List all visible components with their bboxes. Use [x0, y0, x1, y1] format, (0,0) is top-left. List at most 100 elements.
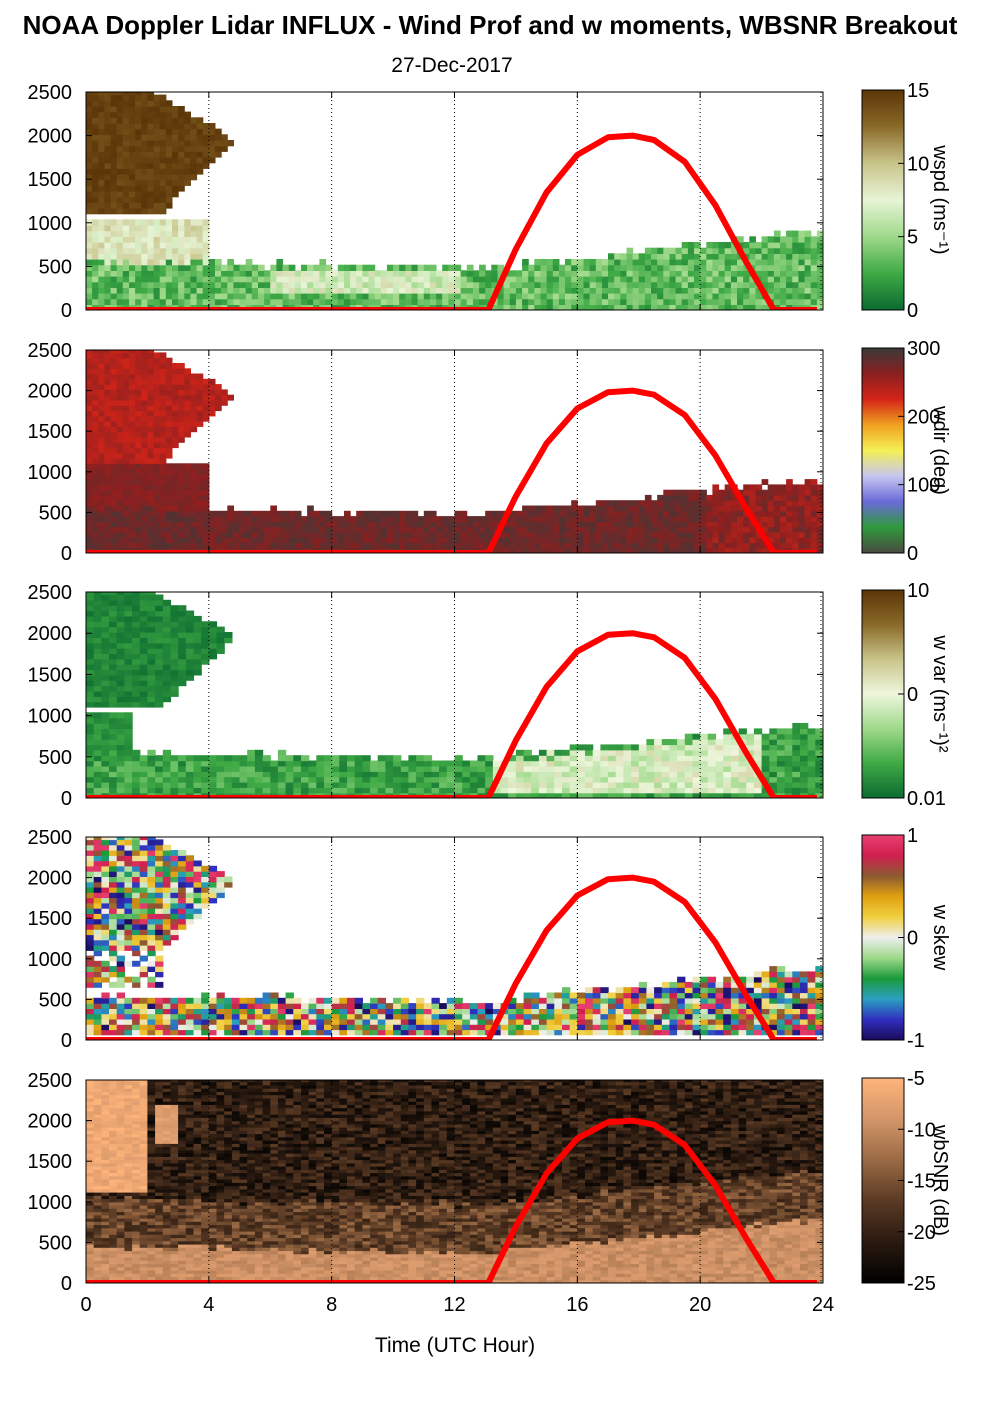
heatmap-cell	[86, 685, 95, 692]
heatmap-cell	[687, 304, 695, 310]
heatmap-cell	[569, 744, 578, 751]
heatmap-cell	[159, 281, 167, 288]
heatmap-cell	[810, 489, 818, 496]
heatmap-cell	[393, 765, 402, 772]
heatmap-cell	[694, 270, 701, 277]
heatmap-cell	[86, 484, 93, 491]
heatmap-cell	[730, 505, 738, 512]
heatmap-cell	[116, 421, 124, 427]
heatmap-cell	[277, 760, 287, 767]
heatmap-cell	[110, 526, 118, 533]
heatmap-cell	[815, 771, 823, 778]
heatmap-cell	[626, 531, 634, 538]
heatmap-cell	[116, 749, 125, 756]
heatmap-cell	[608, 276, 615, 283]
heatmap-cell	[436, 270, 443, 277]
heatmap-cell	[215, 287, 222, 294]
heatmap-cell	[86, 352, 93, 359]
heatmap-cell	[595, 516, 603, 522]
heatmap-cell	[681, 287, 689, 294]
heatmap-cell	[661, 749, 671, 756]
heatmap-cell	[810, 298, 818, 305]
heatmap-cell	[786, 293, 793, 300]
heatmap-cell	[147, 293, 155, 300]
heatmap-cell	[601, 521, 609, 528]
heatmap-cell	[92, 117, 99, 124]
heatmap-cell	[116, 755, 125, 762]
heatmap-cell	[810, 505, 818, 512]
heatmap-cell	[155, 696, 164, 703]
heatmap-cell	[325, 510, 333, 517]
heatmap-cell	[737, 547, 744, 553]
heatmap-cell	[792, 293, 799, 300]
heatmap-cell	[132, 594, 141, 601]
heatmap-cell	[110, 415, 118, 422]
heatmap-cell	[93, 939, 102, 946]
heatmap-cell	[251, 510, 259, 517]
heatmap-cell	[231, 776, 241, 783]
heatmap-cell	[675, 253, 683, 260]
heatmap-cell	[116, 1018, 125, 1025]
heatmap-cell	[135, 174, 142, 181]
heatmap-cell	[201, 658, 210, 665]
heatmap-cell	[227, 270, 234, 277]
heatmap-cell	[153, 458, 161, 464]
heatmap-cell	[116, 1003, 125, 1009]
heatmap-cell	[172, 531, 179, 538]
heatmap-cell	[325, 276, 333, 283]
heatmap-cell	[546, 787, 555, 794]
heatmap-cell	[155, 642, 164, 649]
heatmap-cell	[245, 281, 253, 288]
heatmap-cell	[677, 749, 686, 756]
heatmap-cell	[165, 225, 173, 232]
heatmap-cell	[657, 542, 664, 549]
heatmap-cell	[534, 531, 541, 538]
heatmap-cell	[153, 270, 161, 277]
heatmap-cell	[614, 542, 621, 549]
heatmap-cell	[109, 902, 118, 909]
heatmap-cell	[104, 134, 112, 141]
heatmap-cell	[608, 760, 617, 767]
heatmap-cell	[251, 298, 259, 305]
heatmap-cell	[129, 426, 136, 433]
heatmap-cell	[485, 276, 492, 283]
heatmap-cell	[172, 145, 179, 152]
heatmap-cell	[239, 771, 248, 778]
heatmap-cell	[93, 599, 102, 606]
heatmap-cell	[153, 357, 161, 364]
heatmap-cell	[500, 776, 509, 783]
heatmap-cell	[798, 247, 806, 254]
heatmap-cell	[571, 281, 578, 288]
heatmap-cell	[104, 421, 112, 427]
heatmap-cell	[431, 776, 440, 783]
heatmap-cell	[337, 264, 345, 271]
heatmap-cell	[264, 510, 271, 517]
heatmap-cell	[227, 542, 234, 549]
heatmap-cell	[687, 270, 695, 277]
heatmap-cell	[221, 276, 228, 283]
heatmap-cell	[446, 776, 456, 783]
heatmap-cell	[823, 248, 830, 254]
heatmap-cell	[135, 479, 142, 485]
heatmap-cell	[92, 179, 99, 186]
heatmap-cell	[270, 776, 279, 783]
heatmap-cell	[190, 157, 198, 164]
heatmap-cell	[386, 287, 394, 294]
heatmap-cell	[707, 771, 717, 778]
heatmap-cell	[196, 298, 204, 305]
heatmap-cell	[98, 92, 105, 96]
heatmap-cell	[193, 755, 202, 762]
heatmap-cell	[184, 151, 191, 158]
heatmap-cell	[141, 145, 148, 152]
heatmap-cell	[792, 287, 799, 294]
heatmap-cell	[116, 902, 125, 909]
heatmap-cell	[98, 281, 105, 288]
heatmap-cell	[592, 776, 601, 783]
heatmap-cell	[350, 298, 357, 305]
heatmap-cell	[122, 230, 130, 237]
heatmap-cell	[623, 781, 632, 788]
heatmap-cell	[442, 542, 449, 549]
heatmap-cell	[86, 134, 93, 141]
heatmap-cell	[185, 776, 195, 783]
heatmap-cell	[254, 776, 264, 783]
